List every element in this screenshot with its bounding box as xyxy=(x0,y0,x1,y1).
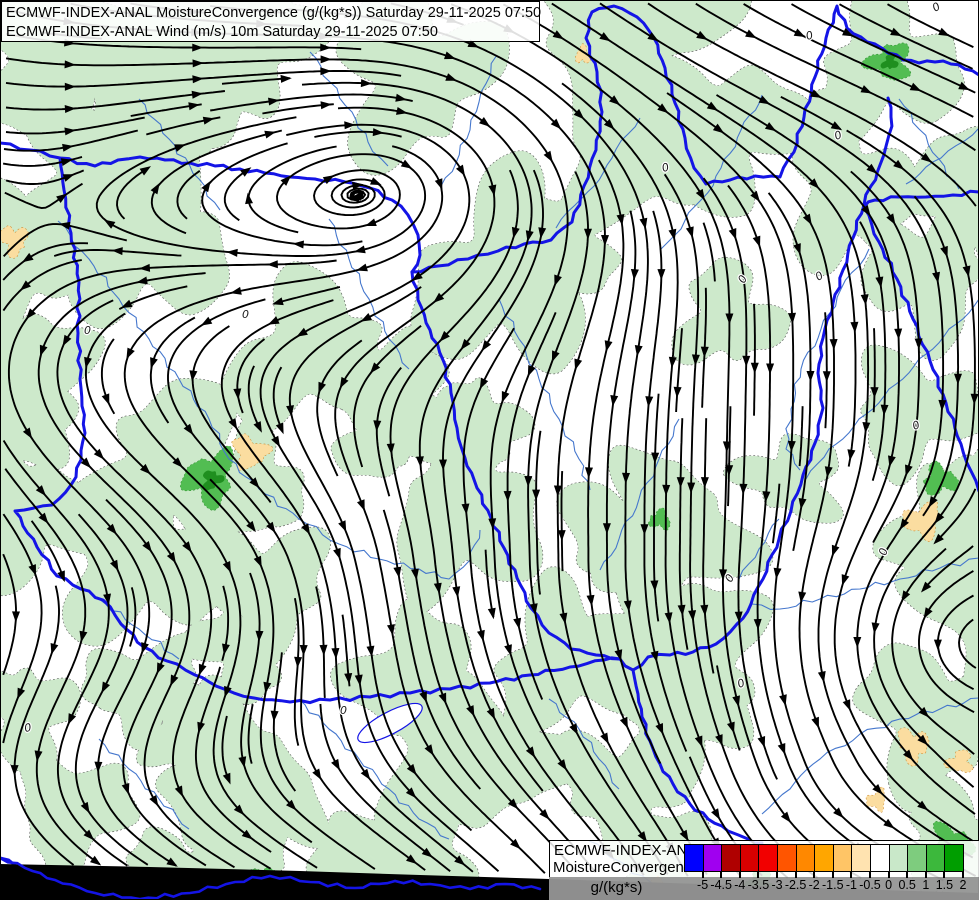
colorbar-tick-mark xyxy=(776,872,778,878)
colorbar-tick-mark xyxy=(757,872,760,878)
legend-units-band xyxy=(549,877,979,900)
colorbar-tick-label: -4.5 xyxy=(710,878,732,892)
legend-units-label: g/(kg*s) xyxy=(590,879,643,896)
title-line-moisture: ECMWF-INDEX-ANAL MoistureConvergence (g/… xyxy=(6,5,542,21)
colorbar-tick-mark xyxy=(831,872,834,878)
legend: ECMWF-INDEX-ANAL MoistureConvergence g/(… xyxy=(549,840,979,900)
colorbar-tick-label: -2.5 xyxy=(784,878,807,892)
colorbar-tick-mark xyxy=(813,872,816,878)
colorbar-tick-mark xyxy=(720,872,723,878)
colorbar-tick-label: -0.5 xyxy=(859,878,881,892)
colorbar-tick-mark xyxy=(701,872,704,878)
colorbar-tick-label: -1 xyxy=(845,878,857,892)
colorbar-tick-label: -3 xyxy=(771,878,783,892)
colorbar-cell xyxy=(925,844,946,872)
colorbar-tick-mark xyxy=(850,872,853,878)
colorbar-tick-label: -4 xyxy=(734,878,746,892)
colorbar-cell xyxy=(814,844,834,872)
colorbar-tick-label: -2 xyxy=(808,878,820,892)
colorbar-cell xyxy=(777,844,797,872)
colorbar-tick-label: 1 xyxy=(922,878,930,892)
colorbar-tick-mark xyxy=(738,872,741,878)
colorbar-tick-label: 2 xyxy=(959,878,967,892)
colorbar-tick-label: -1.5 xyxy=(822,878,844,892)
colorbar-cell xyxy=(721,844,741,872)
lake-balaton-outline xyxy=(357,702,423,744)
legend-model-label: ECMWF-INDEX-ANAL xyxy=(554,842,706,859)
colorbar-tick-mark xyxy=(869,872,871,878)
waterway-east-border xyxy=(862,189,979,493)
moisture-shading-dark xyxy=(202,52,899,491)
title-box: ECMWF-INDEX-ANAL MoistureConvergence (g/… xyxy=(1,1,542,42)
title-line-wind: ECMWF-INDEX-ANAL Wind (m/s) 10m Saturday… xyxy=(6,24,438,40)
colorbar-cell xyxy=(907,844,927,872)
waterway-sk-border xyxy=(410,4,979,274)
waterway-sava-over-void xyxy=(0,856,542,900)
colorbar-tick-mark xyxy=(906,872,909,878)
colorbar-tick-mark xyxy=(794,872,797,878)
colorbar-cell xyxy=(832,844,853,872)
colorbar-tick-label: 0.5 xyxy=(898,878,916,892)
colorbar-tick-mark xyxy=(924,872,927,878)
waterway-danube-lower xyxy=(410,270,764,845)
colorbar-cell xyxy=(888,844,909,872)
colorbar-tick-label: -3.5 xyxy=(747,878,770,892)
legend-parameter-label: MoistureConvergence xyxy=(553,859,700,876)
colorbar-tick-mark xyxy=(962,872,964,878)
colorbar-cell xyxy=(684,844,704,872)
colorbar-cell xyxy=(795,844,816,872)
waterway-danube-upper xyxy=(0,141,422,274)
contour-zero-label: 0 xyxy=(340,704,347,717)
colorbar-tick-label: 1.5 xyxy=(935,878,954,892)
colorbar-tick-label: 0 xyxy=(885,878,893,892)
contour-zero-label: 0 xyxy=(84,324,91,337)
colorbar-cell xyxy=(702,844,723,872)
colorbar-tick-mark xyxy=(943,872,946,878)
colorbar-cell xyxy=(739,844,760,872)
colorbar-cell xyxy=(851,844,871,872)
colorbar-tick-label: -5 xyxy=(697,878,709,892)
colorbar-cell xyxy=(944,844,964,872)
colorbar-cell xyxy=(758,844,778,872)
colorbar-tick-mark xyxy=(887,872,890,878)
contour-zero-label: 0 xyxy=(242,308,249,321)
contour-zero-label: 0 xyxy=(23,721,32,735)
colorbar-cell xyxy=(870,844,890,872)
